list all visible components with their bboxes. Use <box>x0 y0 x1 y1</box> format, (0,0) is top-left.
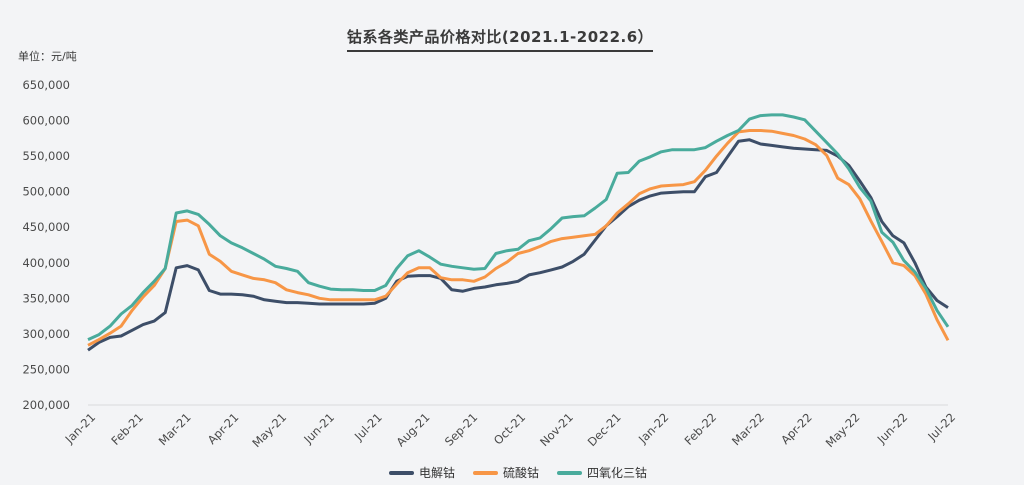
series-line-electrolytic-cobalt <box>87 138 949 352</box>
series-line-cobalt-sulfate <box>87 129 950 347</box>
x-tick-label: Apr-21 <box>205 410 242 447</box>
x-tick-label: Jan-21 <box>62 410 98 446</box>
x-tick-label: Sep-21 <box>442 410 481 449</box>
y-tick-label: 300,000 <box>22 327 70 341</box>
chart-legend: 电解钴 硫酸钴 四氧化三钴 <box>0 464 1024 481</box>
legend-item-cobalt-sulfate[interactable]: 硫酸钴 <box>472 464 539 481</box>
chart-title: 钴系各类产品价格对比(2021.1-2022.6） <box>0 26 1000 52</box>
x-tick-label: Oct-21 <box>491 410 528 447</box>
y-tick-label: 550,000 <box>22 149 70 163</box>
legend-label-electrolytic-cobalt: 电解钴 <box>418 466 455 480</box>
y-tick-label: 450,000 <box>22 220 70 234</box>
chart-title-text: 钴系各类产品价格对比(2021.1-2022.6） <box>346 26 654 52</box>
x-tick-label: Apr-22 <box>778 410 815 447</box>
y-tick-label: 350,000 <box>22 291 70 305</box>
x-tick-label: Jun-21 <box>300 410 337 447</box>
x-tick-label: Feb-21 <box>108 410 146 448</box>
x-tick-label: Feb-22 <box>682 410 720 448</box>
y-tick-label: 500,000 <box>22 185 70 199</box>
y-tick-label: 400,000 <box>22 256 70 270</box>
x-tick-label: Mar-22 <box>729 410 767 448</box>
x-tick-label: May-21 <box>249 410 289 450</box>
legend-swatch-cobalt-sulfate <box>472 470 498 475</box>
x-tick-label: Mar-21 <box>156 410 194 448</box>
legend-swatch-tricobalt-tetroxide <box>557 470 582 475</box>
legend-label-cobalt-sulfate: 硫酸钴 <box>502 466 539 480</box>
series-line-tricobalt-tetroxide <box>87 113 950 341</box>
legend-item-electrolytic-cobalt[interactable]: 电解钴 <box>388 464 455 481</box>
y-tick-label: 650,000 <box>22 78 70 92</box>
x-tick-label: Aug-21 <box>393 410 432 449</box>
legend-item-tricobalt-tetroxide[interactable]: 四氧化三钴 <box>557 464 647 481</box>
y-tick-label: 200,000 <box>22 398 70 412</box>
y-axis-unit-label: 单位：元/吨 <box>18 50 77 63</box>
legend-swatch-electrolytic-cobalt <box>388 470 414 475</box>
y-tick-label: 250,000 <box>22 362 70 376</box>
legend-label-tricobalt-tetroxide: 四氧化三钴 <box>587 466 648 480</box>
x-tick-label: May-22 <box>823 410 863 450</box>
x-tick-label: Jul-21 <box>351 410 385 444</box>
x-tick-label: Jan-22 <box>635 410 671 446</box>
x-tick-label: Jul-22 <box>924 410 958 444</box>
x-tick-label: Jun-22 <box>874 410 911 447</box>
x-tick-label: Dec-21 <box>585 410 624 449</box>
y-tick-label: 600,000 <box>22 114 70 128</box>
x-tick-label: Nov-21 <box>537 410 576 449</box>
